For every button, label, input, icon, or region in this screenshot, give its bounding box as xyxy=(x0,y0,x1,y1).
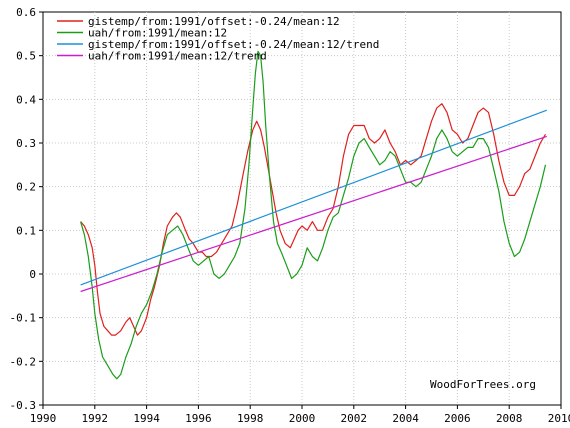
credit-label: WoodForTrees.org xyxy=(430,378,536,391)
series-line-4 xyxy=(80,135,547,293)
x-tick-label: 1996 xyxy=(185,412,212,425)
series-line-2 xyxy=(80,50,547,380)
legend: gistemp/from:1991/offset:-0.24/mean:12ua… xyxy=(57,15,379,63)
y-tick-label: 0.6 xyxy=(16,6,36,19)
series-line-1 xyxy=(80,103,547,336)
x-tick-label: 1992 xyxy=(82,412,109,425)
plot-area xyxy=(42,11,562,406)
series-line-3 xyxy=(80,109,548,286)
x-tick-label: 1994 xyxy=(133,412,160,425)
x-tick-label: 2000 xyxy=(289,412,316,425)
x-tick-label: 1998 xyxy=(237,412,264,425)
y-tick-label: 0.1 xyxy=(16,224,36,237)
y-tick-label: 0.4 xyxy=(16,93,36,106)
x-tick-label: 2004 xyxy=(392,412,419,425)
y-tick-label: 0.5 xyxy=(16,50,36,63)
axes: 1990 1992 1994 1996 1998 2000 2002 2004 2006 2008… xyxy=(10,6,570,425)
y-tick-label: -0.3 xyxy=(10,399,37,412)
x-tick-label: 2002 xyxy=(341,412,368,425)
x-tick-label: 2006 xyxy=(444,412,471,425)
y-tick-label: -0.2 xyxy=(10,355,37,368)
legend-label-4: uah/from:1991/mean:12/trend xyxy=(88,50,267,63)
series-layer xyxy=(80,50,548,380)
legend-label-1: gistemp/from:1991/offset:-0.24/mean:12 xyxy=(88,15,340,28)
y-tick-label: 0.2 xyxy=(16,181,36,194)
y-tick-label: -0.1 xyxy=(10,312,37,325)
legend-label-2: uah/from:1991/mean:12 xyxy=(88,27,227,40)
x-tick-label: 2010 xyxy=(548,412,570,425)
x-tick-label: 2008 xyxy=(496,412,523,425)
y-tick-label: 0.3 xyxy=(16,137,36,150)
y-tick-label: 0 xyxy=(29,268,36,281)
x-tick-label: 1990 xyxy=(30,412,57,425)
grid xyxy=(43,12,561,405)
legend-label-3: gistemp/from:1991/offset:-0.24/mean:12/t… xyxy=(88,38,379,51)
